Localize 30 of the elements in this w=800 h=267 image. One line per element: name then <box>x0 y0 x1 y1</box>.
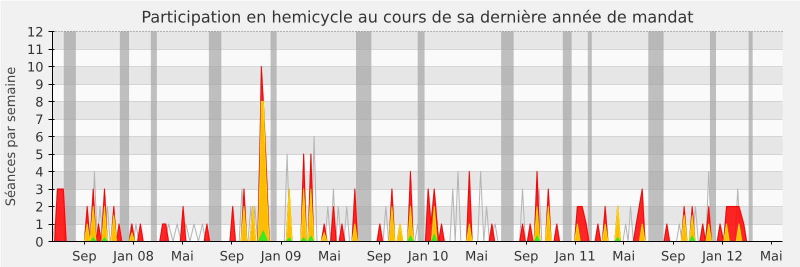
x-tick-label: Mai <box>612 250 636 264</box>
y-tick-label: 3 <box>35 183 44 198</box>
x-tick-label: Mai <box>465 250 488 264</box>
y-tick-label: 12 <box>26 26 44 40</box>
x-tick-label: Sep <box>366 250 392 264</box>
x-tick-label: Jan 10 <box>406 250 449 264</box>
y-tick-label: 8 <box>35 96 44 110</box>
x-tick-label: Jan 12 <box>701 250 743 264</box>
x-tick-label: Mai <box>318 250 341 264</box>
x-tick-label: Mai <box>760 250 783 264</box>
y-tick-label: 11 <box>26 43 44 58</box>
y-tick-label: 1 <box>35 218 44 233</box>
x-tick-label: Jan 09 <box>260 250 302 264</box>
x-tick-label: Jan 11 <box>554 250 596 264</box>
y-tick-label: 7 <box>35 113 44 128</box>
y-tick-label: 6 <box>35 130 44 146</box>
y-tick-label: 10 <box>26 60 44 76</box>
chart-title: Participation en hemicycle au cours de sa dernière année de mandat <box>141 8 694 26</box>
y-tick-label: 2 <box>35 200 44 216</box>
y-tick-label: 5 <box>35 148 44 163</box>
x-tick-label: Jan 08 <box>112 250 154 264</box>
y-axis-title: Séances par semaine <box>4 66 19 206</box>
x-tick-label: Sep <box>72 250 97 264</box>
x-tick-label: Sep <box>661 250 686 264</box>
x-tick-label: Sep <box>220 250 244 264</box>
y-tick-label: 0 <box>35 236 44 250</box>
x-tick-label: Sep <box>514 250 538 264</box>
x-tick-label: Mai <box>170 250 194 264</box>
y-tick-label: 9 <box>35 78 44 93</box>
y-tick-label: 4 <box>35 166 44 180</box>
